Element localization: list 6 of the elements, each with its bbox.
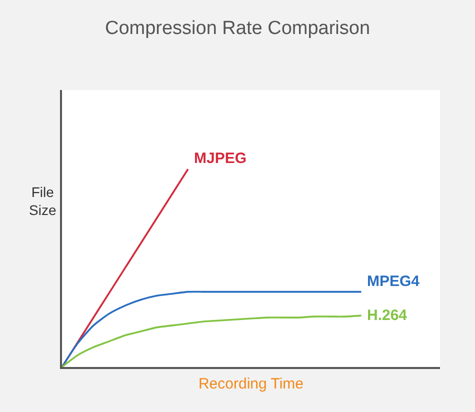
series-label: MPEG4 [367,273,420,290]
series-label: H.264 [367,307,408,324]
x-axis-title: Recording Time [198,376,304,393]
y-axis-title: File Size [29,184,56,218]
chart-title: Compression Rate Comparison [104,18,370,39]
series-label: MJPEG [194,150,247,167]
